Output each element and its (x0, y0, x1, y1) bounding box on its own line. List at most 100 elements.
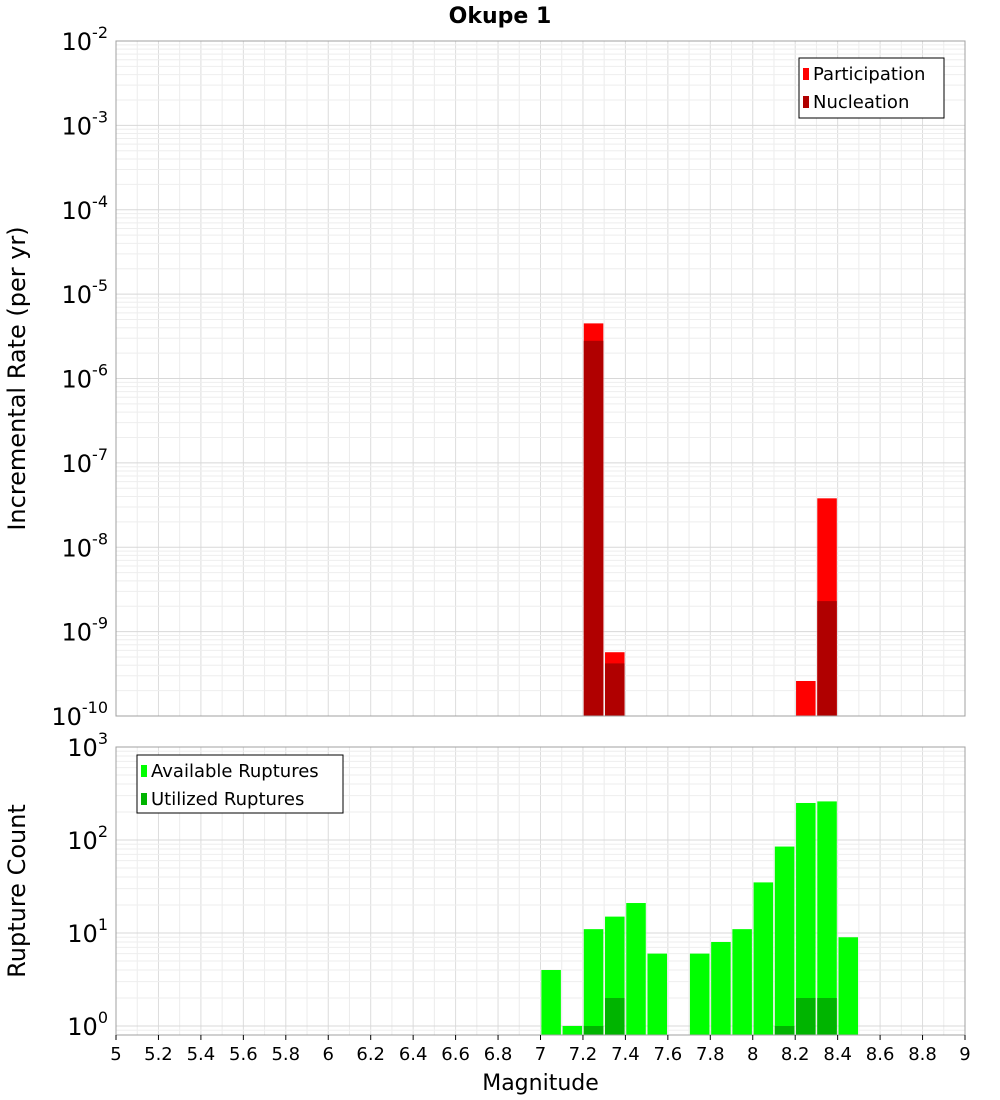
y-axis-label: Incremental Rate (per yr) (3, 226, 31, 530)
y-tick-exponent: -9 (92, 614, 108, 633)
y-tick-label: 101 (67, 915, 108, 948)
y-tick-label: 10-8 (62, 529, 109, 562)
legend-box (798, 57, 945, 119)
bar (689, 953, 710, 1035)
bar (796, 802, 816, 1035)
y-tick-base: 10 (67, 734, 98, 762)
plot-frame (115, 40, 966, 717)
bar (796, 680, 816, 716)
series-nucleation (583, 340, 837, 716)
y-tick-base: 10 (67, 920, 98, 948)
x-tick-label: 6.2 (356, 1044, 385, 1065)
legend: Participation Nucleation (798, 57, 945, 119)
y-tick-base: 10 (62, 281, 93, 309)
legend-label: Utilized Ruptures (151, 789, 304, 810)
y-tick-label: 10-2 (62, 23, 109, 56)
x-tick-label: 6.6 (441, 1044, 470, 1065)
x-tick-label: 7 (535, 1044, 546, 1065)
x-tick-label: 5.4 (187, 1044, 216, 1065)
bar (647, 953, 668, 1035)
x-tick-label: 5.2 (144, 1044, 173, 1065)
bar (562, 1025, 583, 1035)
legend-label: Available Ruptures (151, 761, 319, 782)
y-tick-exponent: 2 (98, 822, 108, 841)
y-tick-label: 10-10 (51, 698, 108, 731)
bar (817, 601, 837, 716)
x-tick-label: 5.8 (271, 1044, 300, 1065)
bar (774, 1025, 795, 1035)
y-tick-label: 102 (67, 822, 108, 855)
x-tick-label: 7.8 (696, 1044, 725, 1065)
legend-box (136, 754, 344, 814)
y-tick-label: 103 (67, 729, 108, 762)
y-tick-exponent: -6 (92, 361, 108, 380)
x-tick-label: 6 (323, 1044, 334, 1065)
y-tick-base: 10 (62, 450, 93, 478)
y-tick-label: 10-7 (62, 445, 109, 478)
y-tick-base: 10 (62, 619, 93, 647)
bar (583, 929, 604, 1035)
x-tick-label: 8.8 (908, 1044, 937, 1065)
x-tick-label: 5 (110, 1044, 121, 1065)
series-utilized-ruptures (583, 997, 837, 1035)
y-tick-base: 10 (51, 703, 82, 731)
y-tick-exponent: -5 (92, 276, 108, 295)
chart-title: Okupe 1 (449, 4, 552, 29)
y-tick-label: 10-5 (62, 276, 109, 309)
y-tick-label: 10-3 (62, 107, 109, 140)
y-tick-exponent: -2 (92, 23, 108, 42)
bar (817, 801, 837, 1035)
legend-swatch (803, 96, 809, 108)
bar (605, 663, 625, 716)
bar (753, 882, 774, 1035)
bar (838, 937, 859, 1035)
bar (817, 997, 837, 1035)
y-tick-label: 10-6 (62, 361, 109, 394)
x-tick-label: 6.8 (484, 1044, 513, 1065)
y-tick-base: 10 (62, 534, 93, 562)
y-tick-exponent: -10 (82, 698, 108, 717)
legend-label: Nucleation (813, 92, 909, 113)
bar (711, 942, 731, 1035)
legend-label: Participation (813, 64, 925, 85)
legend: Available Ruptures Utilized Ruptures (136, 754, 344, 814)
y-tick-base: 10 (62, 366, 93, 394)
x-tick-label: 7.4 (611, 1044, 640, 1065)
rate-panel: 10-210-310-410-510-610-710-810-910-10Inc… (3, 23, 966, 731)
x-tick-label: 5.6 (229, 1044, 258, 1065)
y-tick-base: 10 (62, 28, 93, 56)
y-tick-exponent: -7 (92, 445, 108, 464)
x-tick-label: 8.4 (823, 1044, 852, 1065)
y-tick-exponent: 3 (98, 729, 108, 748)
legend-swatch (141, 765, 147, 777)
bar (605, 997, 625, 1035)
bar (541, 969, 561, 1035)
legend-swatch (803, 68, 809, 80)
y-tick-label: 10-4 (62, 192, 109, 225)
x-tick-label: 9 (959, 1044, 970, 1065)
legend-swatch (141, 793, 147, 805)
y-axis-label: Rupture Count (3, 804, 31, 978)
bar (626, 903, 646, 1035)
x-tick-label: 8 (747, 1044, 758, 1065)
y-tick-base: 10 (67, 827, 98, 855)
y-tick-base: 10 (67, 1013, 98, 1041)
y-tick-exponent: 1 (98, 915, 108, 934)
y-tick-exponent: -8 (92, 529, 108, 548)
x-tick-label: 7.6 (654, 1044, 683, 1065)
x-axis-label: Magnitude (482, 1071, 599, 1096)
x-tick-label: 8.2 (781, 1044, 810, 1065)
bar (774, 846, 795, 1035)
bar (583, 1025, 604, 1035)
y-tick-base: 10 (62, 197, 93, 225)
y-tick-label: 100 (67, 1008, 108, 1041)
y-tick-base: 10 (62, 112, 93, 140)
y-tick-exponent: -3 (92, 107, 108, 126)
bar (583, 340, 604, 716)
bar (796, 997, 816, 1035)
x-tick-label: 8.6 (866, 1044, 895, 1065)
y-tick-exponent: -4 (92, 192, 108, 211)
bar (732, 929, 752, 1035)
